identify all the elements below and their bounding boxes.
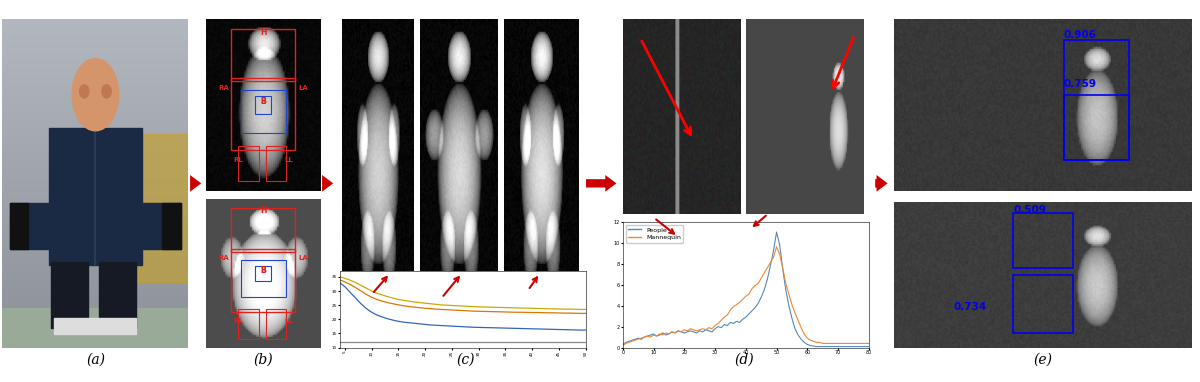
Text: B: B (260, 97, 266, 106)
Text: 0.509: 0.509 (1013, 205, 1046, 215)
Bar (239, 146, 259, 181)
Bar (1063, 95, 1129, 160)
Bar (1013, 213, 1073, 268)
Text: B: B (260, 265, 266, 275)
Bar (54, 318, 137, 335)
Bar (1013, 275, 1073, 333)
Text: B: B (260, 97, 266, 106)
Bar (265, 146, 287, 181)
Bar (10, 203, 29, 249)
Text: LA: LA (299, 85, 308, 91)
Ellipse shape (79, 85, 89, 98)
Text: (b): (b) (253, 353, 272, 367)
Text: LA: LA (299, 255, 308, 261)
Bar (265, 309, 287, 339)
Bar (240, 89, 287, 133)
Text: 0.906: 0.906 (1063, 29, 1097, 40)
Bar (232, 249, 295, 312)
Text: RL: RL (234, 318, 244, 324)
Bar (232, 207, 295, 252)
Text: H: H (260, 28, 266, 37)
Text: (d): (d) (734, 353, 754, 367)
Text: (a): (a) (86, 353, 106, 367)
Bar (162, 203, 181, 249)
Text: H: H (260, 206, 266, 215)
Bar (137, 203, 181, 249)
Text: RL: RL (234, 157, 244, 163)
Bar (256, 96, 271, 113)
Bar (50, 262, 88, 328)
Bar (1063, 40, 1129, 160)
Bar (49, 128, 142, 265)
Text: RA: RA (218, 255, 229, 261)
Bar (232, 29, 295, 81)
Text: 0.734: 0.734 (954, 302, 986, 312)
Bar (2, 308, 188, 348)
Bar (10, 203, 54, 249)
Bar (240, 260, 287, 297)
Text: (e): (e) (1033, 353, 1052, 367)
Text: LL: LL (284, 318, 293, 324)
Text: 0.759: 0.759 (1063, 79, 1097, 89)
Text: LL: LL (284, 157, 293, 163)
Ellipse shape (72, 58, 119, 131)
Bar (256, 266, 271, 280)
Ellipse shape (102, 85, 112, 98)
Bar (100, 262, 137, 328)
Bar (137, 134, 188, 282)
Bar (232, 78, 295, 150)
Legend: People, Mannequin: People, Mannequin (626, 225, 683, 243)
Text: RA: RA (218, 85, 229, 91)
Text: B: B (260, 265, 266, 275)
Text: (c): (c) (456, 353, 475, 367)
Bar (239, 309, 259, 339)
